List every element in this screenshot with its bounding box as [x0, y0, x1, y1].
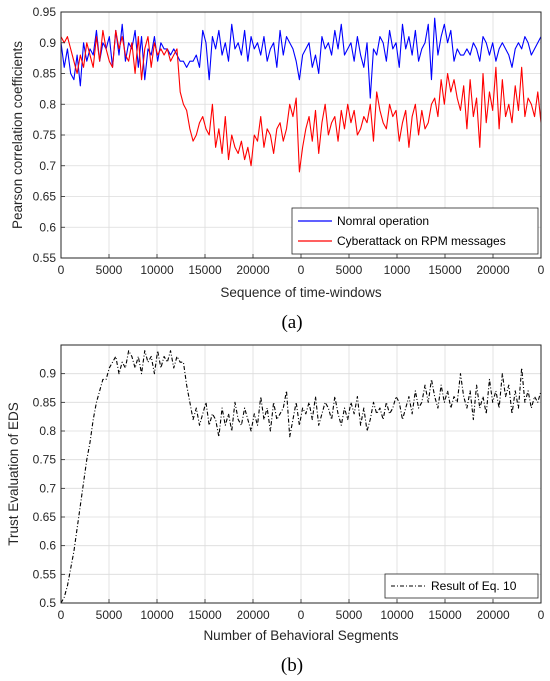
x-tick-label: 0 [538, 608, 545, 622]
y-tick-label: 0.7 [39, 481, 56, 495]
x-tick-label: 20000 [476, 263, 510, 277]
x-tick-label: 0 [298, 263, 305, 277]
y-tick-label: 0.9 [39, 367, 56, 381]
x-tick-label: 10000 [140, 608, 174, 622]
x-tick-label: 20000 [476, 608, 510, 622]
ticks-a: 0.55 0.6 0.65 0.7 0.75 0.8 0.85 0.9 0.95 0 5000 100… [33, 5, 545, 277]
x-tick-label: 5000 [96, 263, 123, 277]
y-tick-label: 0.55 [33, 567, 57, 581]
x-tick-label: 5000 [336, 263, 363, 277]
panel-label-b: (b) [281, 655, 303, 676]
x-axis-label-a: Sequence of time-windows [220, 285, 382, 300]
x-tick-label: 15000 [428, 608, 462, 622]
y-tick-label: 0.9 [39, 36, 56, 50]
legend-label-attack: Cyberattack on RPM messages [337, 234, 506, 248]
legend-label-normal: Nomral operation [337, 214, 429, 228]
y-tick-label: 0.85 [33, 67, 57, 81]
x-tick-label: 20000 [236, 263, 270, 277]
x-tick-label: 0 [298, 608, 305, 622]
series-group-b [60, 350, 542, 604]
panel-label-a: (a) [281, 312, 302, 333]
y-tick-label: 0.75 [33, 128, 57, 142]
x-tick-label: 0 [538, 263, 545, 277]
y-axis-label-b: Trust Evaluation of EDS [6, 402, 21, 546]
y-tick-label: 0.6 [39, 539, 56, 553]
y-tick-label: 0.8 [39, 97, 56, 111]
x-axis-label-b: Number of Behavioral Segments [203, 628, 398, 643]
y-tick-label: 0.75 [33, 453, 57, 467]
y-tick-label: 0.85 [33, 395, 57, 409]
y-tick-label: 0.7 [39, 159, 56, 173]
y-tick-label: 0.65 [33, 510, 57, 524]
y-tick-label: 0.5 [39, 596, 56, 610]
y-tick-label: 0.6 [39, 220, 56, 234]
chart-b: 0.5 0.55 0.6 0.65 0.7 0.75 0.8 0.85 0.9 0 5000 1000… [6, 344, 545, 676]
x-tick-label: 0 [58, 263, 65, 277]
series-line-0-1 [60, 29, 542, 173]
x-tick-label: 15000 [188, 263, 222, 277]
series-line-0-0 [60, 17, 542, 99]
series-group-a [60, 17, 542, 173]
y-axis-label-a: Pearson correlation coefficients [10, 41, 25, 229]
x-tick-label: 0 [58, 608, 65, 622]
x-tick-label: 15000 [188, 608, 222, 622]
series-line-1-0 [60, 350, 542, 604]
x-tick-label: 10000 [140, 263, 174, 277]
x-tick-label: 5000 [96, 608, 123, 622]
y-tick-label: 0.65 [33, 190, 57, 204]
x-tick-label: 1000 [384, 263, 411, 277]
x-tick-label: 15000 [428, 263, 462, 277]
y-tick-label: 0.8 [39, 424, 56, 438]
y-tick-label: 0.55 [33, 251, 57, 265]
x-tick-label: 20000 [236, 608, 270, 622]
ticks-b: 0.5 0.55 0.6 0.65 0.7 0.75 0.8 0.85 0.9 0 5000 1000… [33, 367, 545, 622]
x-tick-label: 5000 [336, 608, 363, 622]
legend-a: Nomral operation Cyberattack on RPM mess… [291, 207, 539, 255]
chart-a: 0.55 0.6 0.65 0.7 0.75 0.8 0.85 0.9 0.95 0 5000 100… [10, 5, 545, 333]
x-tick-label: 10000 [380, 608, 414, 622]
legend-b: Result of Eq. 10 [384, 573, 539, 599]
legend-box-a [291, 207, 539, 255]
y-tick-label: 0.95 [33, 5, 57, 19]
legend-label-eq10: Result of Eq. 10 [431, 579, 517, 593]
